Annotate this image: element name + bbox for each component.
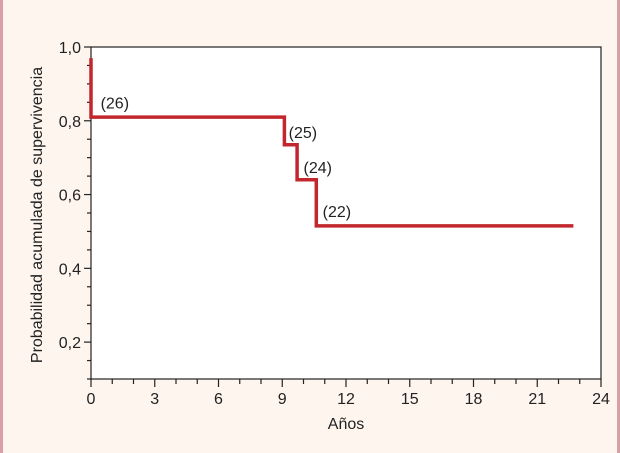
- x-axis-ticks: 0 3 6 9 12 15 18 21 24: [87, 379, 610, 408]
- x-tick-label: 9: [278, 391, 287, 408]
- plot-area: [90, 46, 602, 380]
- y-tick-label: 0,8: [59, 114, 81, 131]
- y-axis-ticks: 1,0 0,8 0,6 0,4 0,2: [59, 40, 91, 380]
- at-risk-annotation: (22): [323, 204, 351, 221]
- y-tick-label: 1,0: [59, 40, 81, 57]
- x-tick-label: 18: [465, 391, 483, 408]
- x-tick-label: 12: [337, 391, 355, 408]
- y-axis-title: Probabilidad acumulada de supervivencia: [29, 67, 46, 363]
- at-risk-annotation: (26): [101, 95, 129, 112]
- series-group: [89, 58, 574, 228]
- y-tick-label: 0,6: [59, 188, 81, 205]
- x-axis-title: Años: [328, 416, 364, 433]
- x-tick-label: 21: [528, 391, 546, 408]
- x-tick-label: 0: [87, 391, 96, 408]
- at-risk-annotation: (25): [289, 125, 317, 142]
- x-tick-label: 6: [214, 391, 223, 408]
- x-tick-label: 15: [401, 391, 419, 408]
- y-tick-label: 0,2: [59, 335, 81, 352]
- at-risk-annotation: (24): [304, 160, 332, 177]
- annotations-group: (26) (25) (24) (22): [101, 95, 352, 221]
- survival-step-line: [89, 58, 574, 228]
- y-tick-label: 0,4: [59, 261, 81, 278]
- survival-chart: 1,00,80,60,40,2 0 3 6 9 12 15 18 21 24 (26)(25)(…: [29, 40, 610, 433]
- x-tick-label: 3: [150, 391, 159, 408]
- x-tick-label: 24: [592, 391, 610, 408]
